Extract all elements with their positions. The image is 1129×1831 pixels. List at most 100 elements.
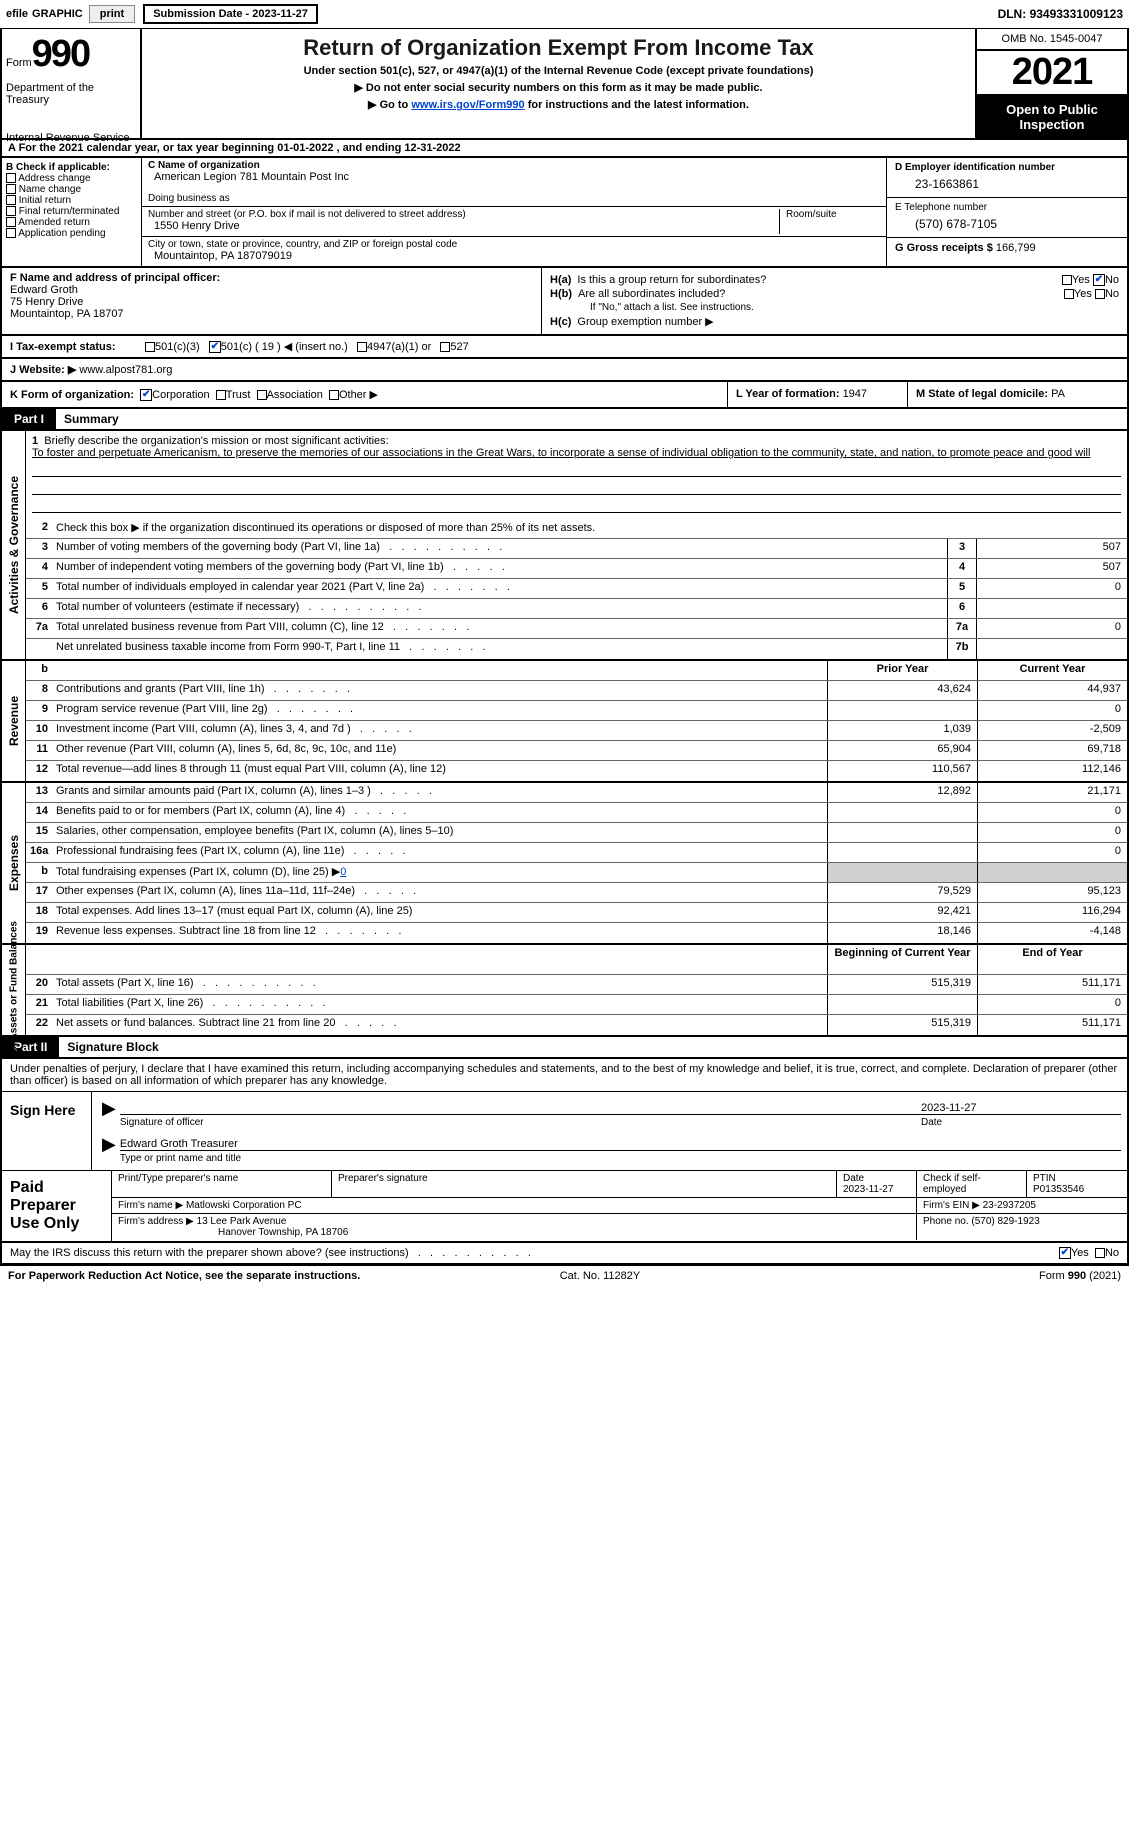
header-mid: Return of Organization Exempt From Incom… [142, 29, 977, 138]
graphic-label: GRAPHIC [32, 8, 83, 20]
sign-here-label: Sign Here [2, 1092, 92, 1170]
section-fh: F Name and address of principal officer:… [0, 268, 1129, 336]
row-a: A For the 2021 calendar year, or tax yea… [0, 140, 1129, 158]
line-21: 21Total liabilities (Part X, line 26)0 [26, 995, 1127, 1015]
paperwork-notice: For Paperwork Reduction Act Notice, see … [8, 1270, 360, 1282]
website-value: www.alpost781.org [79, 364, 172, 376]
street-address: 1550 Henry Drive [148, 220, 779, 234]
vlabel-activities: Activities & Governance [2, 431, 26, 659]
line-14: 14Benefits paid to or for members (Part … [26, 803, 1127, 823]
part-1-badge: Part I [2, 409, 56, 429]
section-bcd: B Check if applicable: Address change Na… [0, 158, 1129, 268]
vlabel-expenses: Expenses [2, 783, 26, 943]
printed-name: Edward Groth Treasurer [120, 1138, 238, 1150]
h-b-row: H(b) Are all subordinates included? Yes … [550, 288, 1119, 300]
line-19: 19Revenue less expenses. Subtract line 1… [26, 923, 1127, 943]
line-7b: Net unrelated business taxable income fr… [26, 639, 1127, 659]
dln: DLN: 93493331009123 [998, 7, 1123, 21]
ein-cell: D Employer identification number 23-1663… [887, 158, 1127, 198]
signature-arrow-icon: ▶ [102, 1098, 116, 1128]
footer: For Paperwork Reduction Act Notice, see … [0, 1265, 1129, 1286]
line-16b: bTotal fundraising expenses (Part IX, co… [26, 863, 1127, 883]
column-b: B Check if applicable: Address change Na… [2, 158, 142, 266]
addr-cell: Number and street (or P.O. box if mail i… [142, 207, 886, 237]
part-2-header: Part II Signature Block [0, 1037, 1129, 1059]
paid-preparer-section: Paid Preparer Use Only Print/Type prepar… [2, 1170, 1127, 1241]
vlabel-revenue: Revenue [2, 661, 26, 781]
col-b-header: B Check if applicable: [6, 162, 137, 173]
chk-initial-return: Initial return [6, 195, 137, 206]
submission-date-box: Submission Date - 2023-11-27 [143, 4, 318, 24]
ein-value: 23-1663861 [895, 173, 1119, 193]
city-state-zip: Mountaintop, PA 187079019 [148, 250, 880, 264]
submission-date: 2023-11-27 [252, 8, 308, 20]
paid-preparer-label: Paid Preparer Use Only [2, 1171, 112, 1241]
column-h: H(a) Is this a group return for subordin… [542, 268, 1127, 334]
mission-block: 1 Briefly describe the organization's mi… [26, 431, 1127, 519]
part-1-title: Summary [56, 409, 127, 429]
header-right: OMB No. 1545-0047 2021 Open to Public In… [977, 29, 1127, 138]
row-i: I Tax-exempt status: 501(c)(3) ✔ 501(c) … [0, 336, 1129, 359]
mission-text: To foster and perpetuate Americanism, to… [32, 447, 1090, 459]
officer-addr1: 75 Henry Drive [10, 296, 533, 308]
room-suite-label: Room/suite [780, 209, 880, 234]
line-17: 17Other expenses (Part IX, column (A), l… [26, 883, 1127, 903]
line-7a: 7aTotal unrelated business revenue from … [26, 619, 1127, 639]
efile-label: efile [6, 8, 28, 20]
city-cell: City or town, state or province, country… [142, 237, 886, 266]
col-headers-rev: bPrior YearCurrent Year [26, 661, 1127, 681]
telephone-value: (570) 678-7105 [895, 213, 1119, 233]
open-inspection: Open to Public Inspection [977, 96, 1127, 138]
line-11: 11Other revenue (Part VIII, column (A), … [26, 741, 1127, 761]
line-8: 8Contributions and grants (Part VIII, li… [26, 681, 1127, 701]
row-j: J Website: ▶ www.alpost781.org [0, 359, 1129, 382]
activities-governance-section: Activities & Governance 1 Briefly descri… [0, 431, 1129, 661]
line-18: 18Total expenses. Add lines 13–17 (must … [26, 903, 1127, 923]
form-page-label: Form 990 (2021) [1039, 1270, 1121, 1282]
print-button[interactable]: print [89, 5, 135, 23]
vlabel-net-assets: Net Assets or Fund Balances [2, 945, 26, 1035]
arrow-note-2: ▶ Go to www.irs.gov/Form990 for instruct… [150, 98, 967, 111]
line-20: 20Total assets (Part X, line 16)515,3195… [26, 975, 1127, 995]
irs-link[interactable]: www.irs.gov/Form990 [411, 99, 524, 111]
k-year: L Year of formation: 1947 [727, 382, 907, 407]
form-title: Return of Organization Exempt From Incom… [150, 33, 967, 61]
h-b-note: If "No," attach a list. See instructions… [550, 302, 1119, 313]
form-word: Form [6, 57, 32, 69]
chk-address-change: Address change [6, 173, 137, 184]
part-2-title: Signature Block [59, 1037, 166, 1057]
column-f: F Name and address of principal officer:… [2, 268, 542, 334]
chk-app-pending: Application pending [6, 228, 137, 239]
chk-name-change: Name change [6, 184, 137, 195]
line-3: 3Number of voting members of the governi… [26, 539, 1127, 559]
submission-label: Submission Date - [153, 8, 252, 20]
prep-row-2: Firm's name ▶ Matlowski Corporation PC F… [112, 1198, 1127, 1214]
dept-treasury: Department of the Treasury [6, 76, 136, 106]
tax-year: 2021 [977, 51, 1127, 96]
line-15: 15Salaries, other compensation, employee… [26, 823, 1127, 843]
chk-final-return: Final return/terminated [6, 206, 137, 217]
form-header: Form990 Department of the Treasury Inter… [0, 29, 1129, 140]
line-4: 4Number of independent voting members of… [26, 559, 1127, 579]
prep-row-3: Firm's address ▶ 13 Lee Park AvenueHanov… [112, 1214, 1127, 1240]
sig-date: 2023-11-27 [921, 1102, 1121, 1114]
revenue-section: Revenue bPrior YearCurrent Year 8Contrib… [0, 661, 1129, 783]
topbar: efile GRAPHIC print Submission Date - 20… [0, 0, 1129, 29]
line-13: 13Grants and similar amounts paid (Part … [26, 783, 1127, 803]
k-form-org: K Form of organization: ✔ Corporation Tr… [2, 382, 727, 407]
perjury-declaration: Under penalties of perjury, I declare th… [2, 1059, 1127, 1091]
omb-number: OMB No. 1545-0047 [977, 29, 1127, 51]
gross-cell: G Gross receipts $ 166,799 [887, 238, 1127, 258]
h-a-row: H(a) Is this a group return for subordin… [550, 274, 1119, 286]
officer-name: Edward Groth [10, 284, 533, 296]
line-12: 12Total revenue—add lines 8 through 11 (… [26, 761, 1127, 781]
line-6: 6Total number of volunteers (estimate if… [26, 599, 1127, 619]
k-state: M State of legal domicile: PA [907, 382, 1127, 407]
line-10: 10Investment income (Part VIII, column (… [26, 721, 1127, 741]
prep-row-1: Print/Type preparer's name Preparer's si… [112, 1171, 1127, 1198]
expenses-section: Expenses 13Grants and similar amounts pa… [0, 783, 1129, 945]
column-d: D Employer identification number 23-1663… [887, 158, 1127, 266]
gross-receipts: 166,799 [996, 242, 1036, 254]
form-subtitle: Under section 501(c), 527, or 4947(a)(1)… [150, 65, 967, 77]
line-22: 22Net assets or fund balances. Subtract … [26, 1015, 1127, 1035]
